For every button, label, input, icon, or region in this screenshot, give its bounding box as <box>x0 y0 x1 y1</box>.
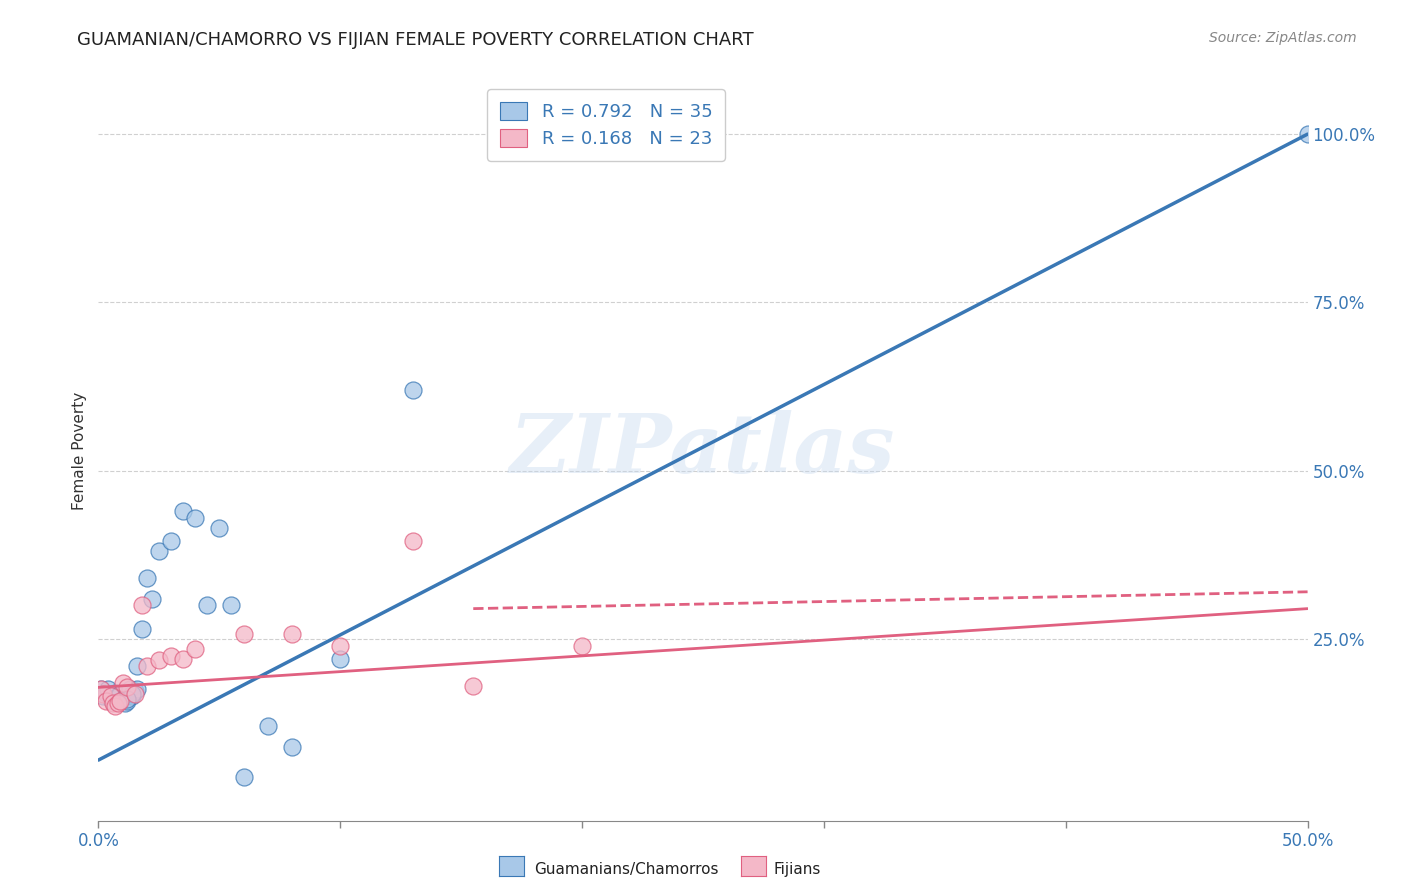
Point <box>172 504 194 518</box>
Point <box>135 658 157 673</box>
Point <box>256 719 278 733</box>
Point <box>172 652 194 666</box>
Point <box>118 682 141 697</box>
Text: ZIPatlas: ZIPatlas <box>510 410 896 491</box>
Point <box>111 692 134 706</box>
Point <box>111 675 134 690</box>
Point <box>127 658 149 673</box>
Point <box>104 686 127 700</box>
Point <box>91 689 114 703</box>
Point <box>221 599 243 613</box>
Point <box>402 383 425 397</box>
Point <box>90 682 112 697</box>
Point <box>108 694 131 708</box>
Point <box>135 571 157 585</box>
Point <box>571 639 593 653</box>
Point <box>184 642 207 657</box>
Point <box>90 682 112 697</box>
Point <box>100 689 122 703</box>
Point <box>108 687 131 701</box>
Point <box>160 534 183 549</box>
Point <box>94 686 117 700</box>
Point <box>101 694 124 708</box>
Point <box>107 689 129 703</box>
Point <box>148 544 170 558</box>
Point <box>131 599 153 613</box>
Point <box>121 687 143 701</box>
Point <box>124 687 146 701</box>
Point <box>97 682 120 697</box>
Text: Source: ZipAtlas.com: Source: ZipAtlas.com <box>1209 31 1357 45</box>
Point <box>114 696 136 710</box>
Point <box>463 679 485 693</box>
Point <box>107 696 129 710</box>
Point <box>127 682 149 697</box>
Point <box>100 692 122 706</box>
Text: GUAMANIAN/CHAMORRO VS FIJIAN FEMALE POVERTY CORRELATION CHART: GUAMANIAN/CHAMORRO VS FIJIAN FEMALE POVE… <box>77 31 754 49</box>
Point <box>91 687 114 701</box>
Legend: R = 0.792   N = 35, R = 0.168   N = 23: R = 0.792 N = 35, R = 0.168 N = 23 <box>488 89 725 161</box>
Point <box>232 770 254 784</box>
Point <box>281 626 304 640</box>
Point <box>195 599 218 613</box>
Point <box>329 639 352 653</box>
Text: Fijians: Fijians <box>773 863 821 877</box>
Point <box>329 652 352 666</box>
Point <box>121 689 143 703</box>
Point <box>117 692 139 706</box>
Point <box>184 510 207 524</box>
Point <box>281 739 304 754</box>
Point <box>160 648 183 663</box>
Point <box>117 681 139 695</box>
Y-axis label: Female Poverty: Female Poverty <box>72 392 87 509</box>
Point <box>1296 127 1319 141</box>
Point <box>94 694 117 708</box>
Point <box>131 622 153 636</box>
Point <box>148 653 170 667</box>
Point <box>232 626 254 640</box>
Point <box>124 684 146 698</box>
Point <box>104 699 127 714</box>
Point <box>117 694 139 708</box>
Text: Guamanians/Chamorros: Guamanians/Chamorros <box>534 863 718 877</box>
Point <box>141 591 163 606</box>
Point <box>208 521 231 535</box>
Point <box>402 534 425 549</box>
Point <box>101 696 124 710</box>
